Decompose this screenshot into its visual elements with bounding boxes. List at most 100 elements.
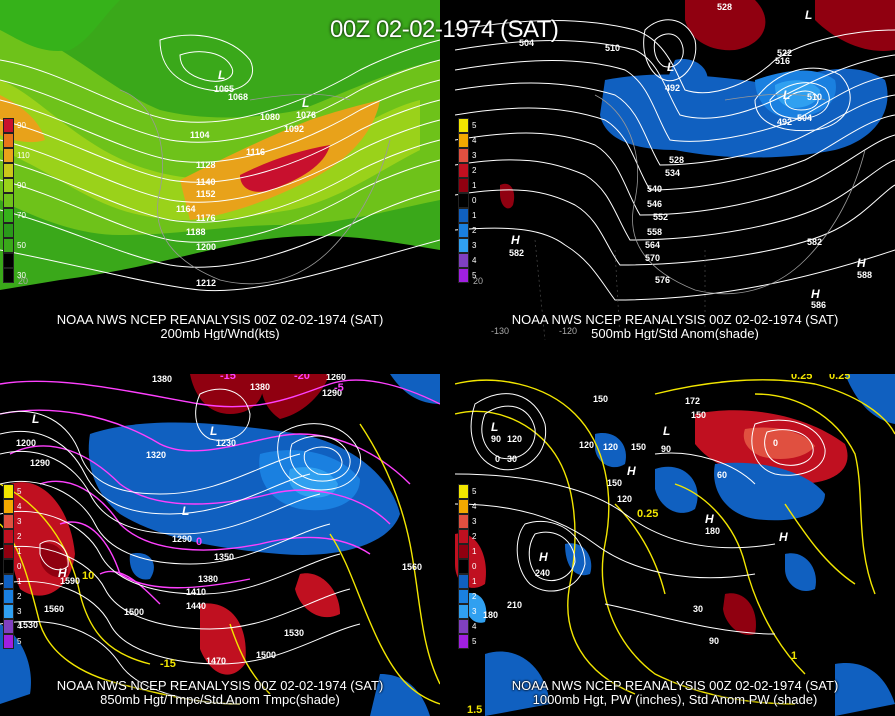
colorbar-swatch: 3: [458, 148, 476, 163]
contour-label: 576: [655, 275, 671, 285]
contour-label: 504: [519, 38, 535, 48]
map-1000mb: [455, 374, 895, 716]
contour-label: 504: [797, 113, 813, 123]
colorbar-swatch: 2: [458, 589, 476, 604]
low-symbol: L: [663, 424, 671, 438]
temp-label: 0: [196, 536, 203, 548]
colorbar-label: 0: [472, 562, 477, 571]
colorbar-label: 3: [472, 151, 477, 160]
colorbar-swatch: 5: [3, 634, 21, 649]
contour-label: 1500: [256, 650, 277, 660]
contour-label: 1212: [196, 278, 217, 288]
low-symbol: L: [182, 504, 190, 518]
colorbar-label: 3: [17, 517, 22, 526]
high-symbol: H: [539, 550, 548, 564]
panel-850mb-title: NOAA NWS NCEP REANALYSIS 00Z 02-02-1974 …: [0, 679, 440, 707]
colorbar-label: 1: [472, 547, 477, 556]
colorbar-swatch: 3: [3, 604, 21, 619]
contour-label: 546: [647, 199, 663, 209]
colorbar-swatch: 3: [458, 604, 476, 619]
contour-label: 1320: [146, 450, 167, 460]
colorbar-swatch: 2: [3, 529, 21, 544]
colorbar-label: 5: [472, 271, 477, 280]
colorbar-swatch: [3, 133, 14, 148]
panel-title-line1: NOAA NWS NCEP REANALYSIS 00Z 02-02-1974 …: [56, 312, 384, 327]
low-symbol: L: [302, 96, 310, 110]
temp-label: -15: [160, 658, 176, 670]
colorbar-label: 2: [472, 166, 477, 175]
contour-label: 516: [775, 56, 791, 66]
contour-label: 492: [665, 83, 681, 93]
contour-label: 564: [645, 240, 661, 250]
pw-label: 1.5: [467, 704, 483, 716]
contour-label: 60: [717, 470, 728, 480]
contour-label: 1188: [186, 227, 206, 237]
pw-label: 0.25: [637, 508, 659, 520]
contour-label: 1410: [186, 587, 207, 597]
colorbar-swatch: 4: [458, 253, 476, 268]
panel-1000mb-title: NOAA NWS NCEP REANALYSIS 00Z 02-02-1974 …: [455, 679, 895, 707]
colorbar-label: 3: [472, 241, 477, 250]
colorbar-swatch: 2: [458, 223, 476, 238]
contour-label: 150: [593, 394, 609, 404]
colorbar-200mb: 90 110 90 70 50 30: [3, 118, 30, 283]
longitude-label: -130: [491, 326, 510, 336]
colorbar-label: 4: [472, 136, 477, 145]
contour-label: 528: [669, 155, 685, 165]
contour-label: 1065: [214, 84, 235, 94]
contour-label: 1440: [186, 601, 207, 611]
high-symbol: H: [811, 287, 820, 301]
colorbar-1000mb: 5 4 3 2 1 0 1 2 3 4 5: [458, 484, 476, 649]
contour-label: 120: [507, 434, 523, 444]
contour-label: 1176: [196, 213, 216, 223]
contour-label: 1152: [196, 189, 216, 199]
contour-label: 570: [645, 253, 661, 263]
colorbar-label: 1: [472, 181, 477, 190]
colorbar-swatch: 110: [3, 148, 30, 163]
panel-title-line2: 850mb Hgt/Tmpc/Std Anom Tmpc(shade): [100, 692, 340, 707]
colorbar-swatch: 2: [458, 529, 476, 544]
contour-label: 528: [717, 2, 733, 12]
contour-label: 1380: [198, 574, 219, 584]
colorbar-swatch: 30: [3, 268, 26, 283]
low-symbol: L: [210, 424, 218, 438]
colorbar-swatch: 1: [458, 208, 476, 223]
contour-label: 1164: [176, 204, 196, 214]
contour-label: 510: [807, 92, 823, 102]
high-symbol: H: [58, 566, 67, 580]
contour-label: 90: [661, 444, 672, 454]
map-850mb: [0, 374, 440, 716]
colorbar-swatch: 4: [3, 499, 21, 514]
contour-label: 522: [777, 48, 793, 58]
panel-500mb-title: NOAA NWS NCEP REANALYSIS 00Z 02-02-1974 …: [455, 313, 895, 341]
low-symbol: L: [667, 60, 675, 74]
colorbar-swatch: 2: [3, 589, 21, 604]
high-symbol: H: [779, 530, 788, 544]
low-symbol: L: [783, 88, 791, 102]
colorbar-label: 2: [472, 592, 477, 601]
contour-label: 510: [605, 43, 621, 53]
colorbar-label: 3: [17, 607, 22, 616]
contour-label: 492: [777, 117, 793, 127]
latitude-label: 20: [18, 276, 29, 286]
contour-label: 240: [535, 568, 551, 578]
contour-label: 1560: [402, 562, 423, 572]
colorbar-swatch: 5: [458, 268, 476, 283]
contour-label: 1116: [246, 147, 266, 157]
low-symbol: L: [218, 68, 226, 82]
colorbar-label: 2: [472, 532, 477, 541]
colorbar-label: 30: [17, 271, 26, 280]
colorbar-label: 90: [17, 121, 26, 130]
colorbar-swatch: 1: [458, 544, 476, 559]
colorbar-label: 4: [472, 622, 477, 631]
temp-label: -20: [294, 374, 310, 382]
contour-label: 1470: [206, 656, 227, 666]
colorbar-label: 1: [17, 547, 22, 556]
map-200mb: [0, 0, 440, 340]
contour-label: 180: [705, 526, 721, 536]
contour-label: 1104: [190, 130, 210, 140]
colorbar-swatch: 70: [3, 208, 26, 223]
colorbar-label: 5: [472, 121, 477, 130]
contour-label: 120: [579, 440, 595, 450]
contour-label: 540: [647, 184, 663, 194]
